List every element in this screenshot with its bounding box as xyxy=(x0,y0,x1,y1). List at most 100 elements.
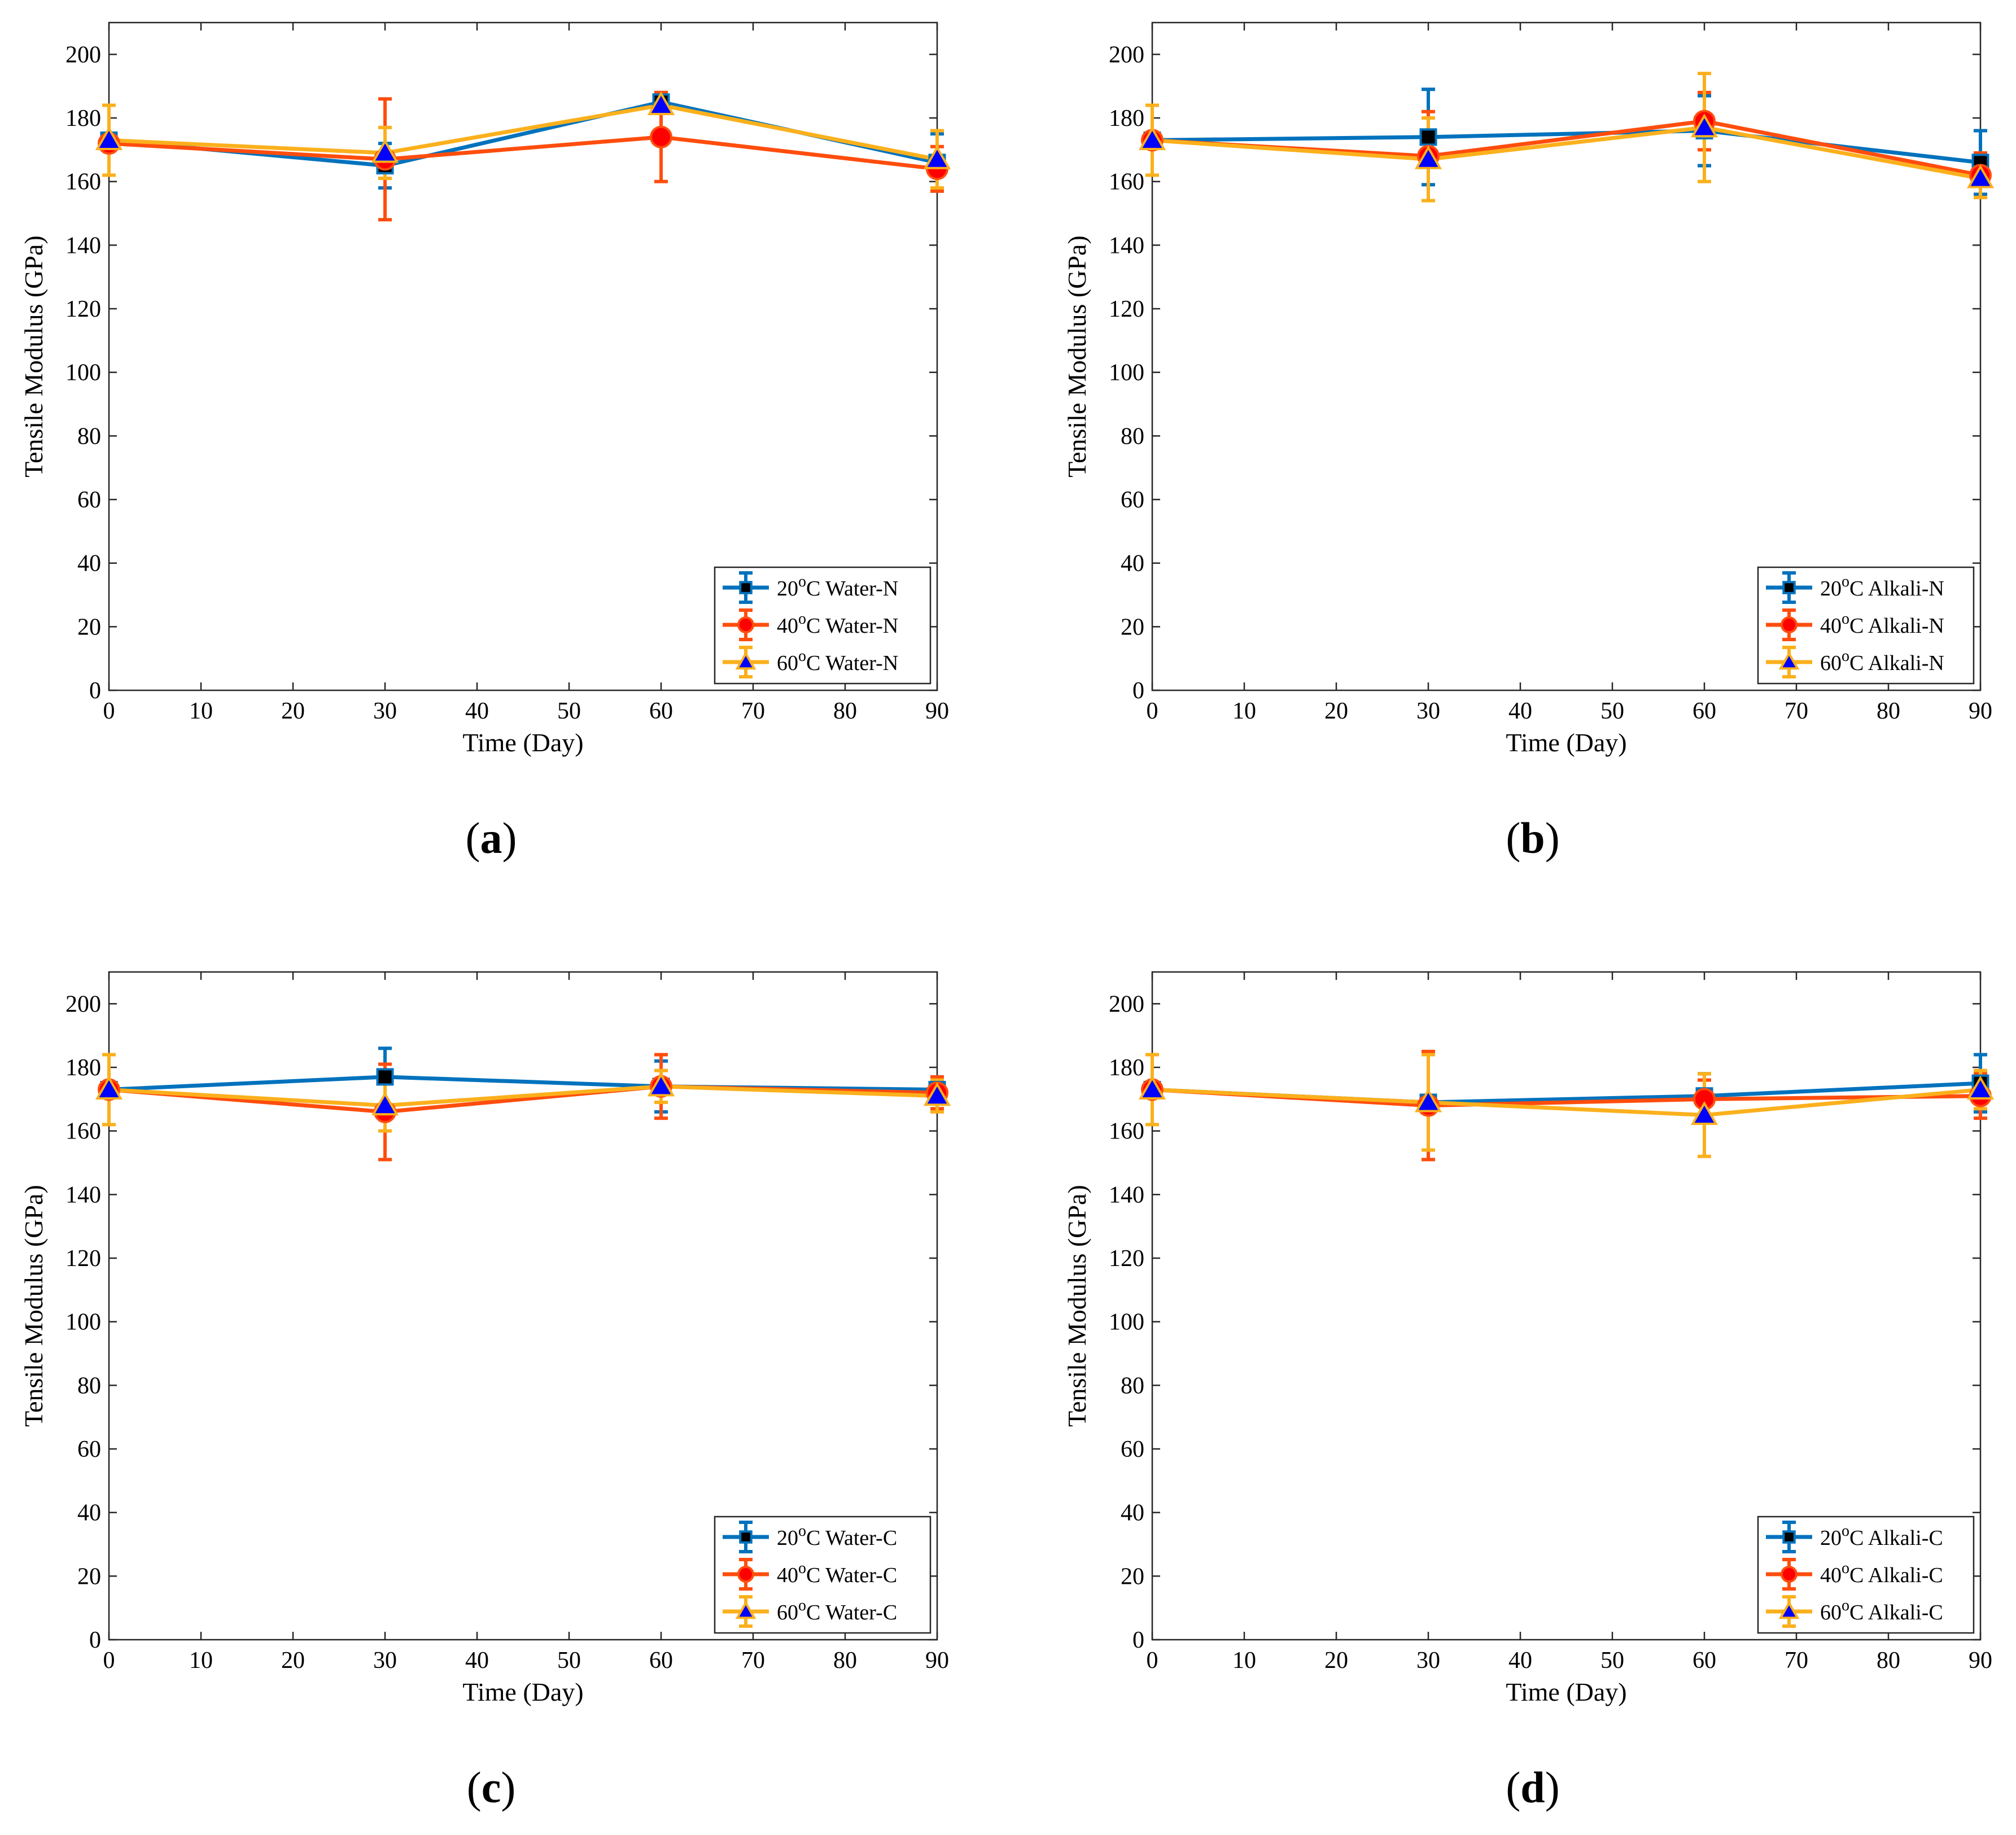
legend-marker-20 xyxy=(739,581,753,594)
x-tick-label: 80 xyxy=(833,698,857,724)
legend-label-20: 20oC Alkali-N xyxy=(1820,573,1944,601)
y-tick-label: 160 xyxy=(1109,169,1144,195)
x-tick-label: 20 xyxy=(281,1648,305,1674)
y-tick-label: 0 xyxy=(1132,1627,1144,1653)
y-tick-label: 160 xyxy=(1109,1119,1144,1145)
x-tick-label: 20 xyxy=(281,698,305,724)
data-point-20 xyxy=(1419,128,1437,146)
x-tick-label: 20 xyxy=(1324,1648,1348,1674)
y-tick-label: 200 xyxy=(65,42,101,68)
x-tick-label: 70 xyxy=(1785,698,1808,724)
y-tick-label: 140 xyxy=(1109,1182,1144,1208)
x-axis-title: Time (Day) xyxy=(462,728,583,757)
legend-marker-20 xyxy=(739,1530,753,1544)
y-tick-label: 120 xyxy=(1109,1246,1144,1272)
y-tick-label: 80 xyxy=(77,1373,101,1399)
data-point-60 xyxy=(95,1075,123,1100)
x-tick-label: 90 xyxy=(1969,698,1992,724)
x-tick-label: 10 xyxy=(189,1648,213,1674)
y-tick-label: 0 xyxy=(89,1627,101,1653)
data-point-60 xyxy=(647,1072,675,1097)
x-tick-label: 70 xyxy=(741,698,765,724)
legend-label-40: 40oC Alkali-N xyxy=(1820,610,1944,638)
y-axis-title: Tensile Modulus (GPa) xyxy=(19,1185,48,1427)
chart-panel-a: 0 10 20 30 40 50 60 70 80 90 0 20 40 60 80 100 120 140 160… xyxy=(19,21,951,757)
y-tick-label: 160 xyxy=(65,1119,101,1145)
x-tick-label: 10 xyxy=(189,698,213,724)
y-tick-label: 180 xyxy=(1109,1055,1144,1081)
legend-marker-20 xyxy=(1782,581,1796,594)
x-tick-label: 90 xyxy=(925,698,949,724)
y-tick-label: 120 xyxy=(65,296,101,322)
x-tick-label: 90 xyxy=(1969,1648,1992,1674)
y-tick-label: 40 xyxy=(77,551,101,577)
y-tick-label: 0 xyxy=(1132,678,1144,704)
y-tick-label: 120 xyxy=(65,1246,101,1272)
legend-label-60: 60oC Water-N xyxy=(777,647,898,675)
legend-marker-40 xyxy=(1781,616,1798,633)
data-point-60 xyxy=(371,139,399,163)
series-line-40 xyxy=(108,135,938,171)
legend-marker-60 xyxy=(1778,1601,1800,1619)
x-tick-label: 0 xyxy=(103,1648,115,1674)
y-tick-label: 20 xyxy=(1121,614,1144,640)
legend-marker-40 xyxy=(1781,1566,1798,1583)
legend-label-60: 60oC Water-C xyxy=(777,1597,897,1624)
x-axis-title: Time (Day) xyxy=(1506,1678,1626,1706)
y-tick-label: 200 xyxy=(65,991,101,1017)
x-axis-title: Time (Day) xyxy=(462,1678,583,1706)
x-tick-label: 50 xyxy=(557,1648,581,1674)
y-tick-label: 160 xyxy=(65,169,101,195)
chart-panel-c: 0 10 20 30 40 50 60 70 80 90 0 20 40 60 80 100 120 140 160… xyxy=(19,971,951,1706)
y-tick-label: 20 xyxy=(77,1564,101,1589)
x-tick-label: 50 xyxy=(557,698,581,724)
data-point-60 xyxy=(1690,113,1718,138)
x-tick-label: 60 xyxy=(1693,698,1716,724)
x-tick-label: 50 xyxy=(1600,1648,1624,1674)
data-point-60 xyxy=(923,145,951,169)
legend-label-20: 20oC Water-C xyxy=(777,1522,897,1550)
y-tick-label: 180 xyxy=(1109,106,1144,132)
panel-label-a: (a) xyxy=(465,813,517,862)
y-tick-label: 40 xyxy=(1121,551,1144,577)
data-point-60 xyxy=(1138,126,1166,150)
y-tick-label: 140 xyxy=(65,233,101,259)
series-line-60 xyxy=(108,1084,938,1108)
x-tick-label: 10 xyxy=(1232,1648,1256,1674)
x-tick-label: 40 xyxy=(1508,698,1532,724)
series-line-60 xyxy=(1152,125,1981,181)
x-tick-label: 80 xyxy=(1877,1648,1900,1674)
data-point-60 xyxy=(923,1081,951,1106)
y-tick-label: 80 xyxy=(1121,423,1144,449)
x-tick-label: 30 xyxy=(1416,698,1440,724)
x-tick-label: 40 xyxy=(465,698,489,724)
x-tick-label: 60 xyxy=(649,698,673,724)
x-tick-label: 60 xyxy=(649,1648,673,1674)
x-tick-label: 20 xyxy=(1324,698,1348,724)
data-point-60 xyxy=(647,91,675,115)
y-tick-label: 200 xyxy=(1109,42,1144,68)
data-point-20 xyxy=(376,1068,394,1086)
y-tick-label: 20 xyxy=(1121,1564,1144,1589)
y-axis-title: Tensile Modulus (GPa) xyxy=(1062,1185,1091,1427)
legend-marker-60 xyxy=(735,651,756,670)
legend-label-40: 40oC Water-N xyxy=(777,610,898,638)
y-tick-label: 180 xyxy=(65,106,101,132)
x-tick-label: 60 xyxy=(1693,1648,1716,1674)
x-tick-label: 0 xyxy=(1147,698,1158,724)
x-tick-label: 40 xyxy=(1508,1648,1532,1674)
legend: 20oC Alkali-N 40oC Alkali-N 60oC Alkali-N xyxy=(1757,566,1975,685)
series-line-60 xyxy=(1152,1087,1981,1117)
y-tick-label: 60 xyxy=(1121,487,1144,513)
y-tick-label: 40 xyxy=(1121,1500,1144,1526)
legend-label-40: 40oC Water-C xyxy=(777,1560,897,1587)
legend-marker-60 xyxy=(735,1601,756,1619)
y-axis-title: Tensile Modulus (GPa) xyxy=(19,235,48,478)
y-tick-label: 200 xyxy=(1109,991,1144,1017)
data-point-60 xyxy=(95,126,123,150)
panel-label-d: (d) xyxy=(1506,1763,1560,1812)
legend-marker-40 xyxy=(737,616,754,633)
legend-label-60: 60oC Alkali-C xyxy=(1820,1597,1943,1624)
y-tick-label: 140 xyxy=(65,1182,101,1208)
